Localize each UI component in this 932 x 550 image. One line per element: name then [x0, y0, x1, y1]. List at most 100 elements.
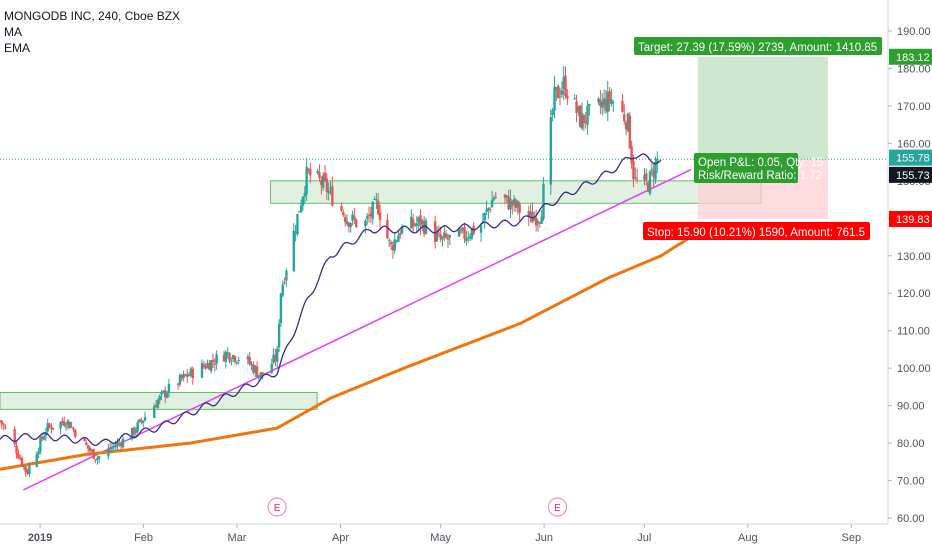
candle-body	[421, 220, 424, 224]
candle-body	[492, 197, 496, 200]
candle-body	[132, 427, 136, 435]
candle-body	[564, 75, 567, 96]
candle-body	[140, 419, 143, 422]
candle-body	[97, 456, 101, 459]
candle-body	[377, 200, 380, 215]
candle-body	[92, 449, 95, 459]
symbol-title[interactable]: MONGODB INC, 240, Cboe BZX	[4, 9, 181, 23]
candle-body	[35, 454, 38, 467]
indicator-ma-label[interactable]: MA	[4, 25, 22, 39]
chart-legend: MONGODB INC, 240, Cboe BZX MA EMA	[4, 8, 180, 56]
candle-body	[142, 420, 145, 423]
candle-body	[527, 211, 530, 218]
candle-body	[52, 428, 55, 430]
y-tick-label: 120.00	[897, 288, 931, 300]
candle-body	[305, 166, 308, 195]
candle-body	[20, 457, 24, 466]
candle-body	[118, 442, 121, 444]
candle-body	[646, 182, 650, 192]
candle-body	[556, 85, 560, 99]
candle-body	[303, 193, 306, 197]
y-tick-label: 70.00	[897, 476, 925, 488]
candle-body	[635, 178, 639, 180]
candle-body	[233, 356, 237, 362]
y-tick-label: 100.00	[897, 363, 931, 375]
candle-body	[467, 237, 470, 239]
candle-body	[162, 390, 165, 393]
candle-body	[277, 323, 281, 348]
target-zone-box[interactable]	[697, 56, 828, 160]
candle-body	[138, 419, 141, 423]
candle-body	[85, 442, 88, 445]
candle-body	[347, 222, 351, 227]
candle-body	[601, 102, 604, 108]
candle-body	[632, 160, 635, 180]
candle-body	[329, 187, 332, 190]
candle-body	[279, 293, 283, 324]
candle-body	[624, 122, 628, 130]
candle-body	[375, 199, 378, 201]
y-tick-label: 160.00	[897, 138, 931, 150]
candle-body	[509, 198, 512, 210]
candle-body	[70, 426, 73, 428]
candle-body	[237, 360, 240, 362]
time-axis[interactable]: 2019 Feb Mar Apr May Jun Jul Aug Sep	[28, 524, 861, 544]
price-label-last-bg	[889, 166, 932, 183]
candle-body	[534, 217, 538, 226]
candle-body	[108, 447, 112, 450]
earnings-marker-icon[interactable]	[547, 497, 568, 517]
price-label-target: 183.12	[889, 48, 932, 65]
candle-body	[582, 114, 586, 124]
candle-body	[153, 405, 156, 418]
candle-body	[652, 170, 655, 177]
candle-body	[540, 216, 543, 224]
candle-body	[39, 437, 42, 452]
price-label-stop-bg	[889, 210, 932, 227]
candle-body	[26, 471, 29, 474]
candle-body	[206, 362, 209, 368]
y-tick-label: 110.00	[897, 326, 930, 338]
candle-body	[184, 374, 187, 376]
candle-body	[388, 239, 391, 241]
candle-body	[160, 391, 163, 395]
candle-body	[191, 368, 194, 379]
candle-body	[204, 366, 207, 369]
candle-body	[373, 198, 376, 200]
candle-body	[542, 183, 545, 219]
candle-body	[309, 168, 312, 176]
target-label-text: Target: 27.39 (17.59%) 2739, Amount: 141…	[638, 42, 877, 54]
candle-body	[292, 230, 295, 272]
earnings-marker-icon[interactable]	[267, 497, 287, 517]
price-label-current-text: 155.78	[896, 153, 930, 165]
candle-body	[400, 226, 404, 234]
candle-body	[254, 366, 257, 373]
candle-body	[0, 420, 2, 422]
candle-body	[366, 216, 369, 219]
candle-body	[180, 374, 183, 379]
candle-body	[28, 466, 31, 474]
position-boxes	[697, 56, 828, 219]
candle-body	[369, 213, 373, 216]
candle-body	[226, 352, 229, 354]
trendline[interactable]	[23, 168, 692, 491]
candle-body	[301, 196, 305, 206]
candle-body	[50, 426, 53, 430]
candle-body	[553, 86, 556, 112]
ma-line	[0, 153, 662, 447]
candle-body	[643, 174, 646, 180]
candle-body	[130, 428, 134, 439]
candle-body	[46, 423, 49, 432]
candle-body	[353, 216, 356, 220]
candle-body	[340, 205, 343, 211]
candle-body	[110, 447, 114, 449]
indicator-ema-label[interactable]: EMA	[4, 41, 31, 55]
candle-body	[318, 172, 321, 179]
candle-body	[24, 466, 27, 473]
y-tick-label: 170.00	[897, 101, 931, 113]
candle-body	[650, 168, 654, 171]
candle-body	[386, 219, 389, 239]
candle-body	[167, 383, 171, 393]
candle-body	[465, 237, 468, 241]
x-tick-label: Jun	[535, 532, 553, 544]
